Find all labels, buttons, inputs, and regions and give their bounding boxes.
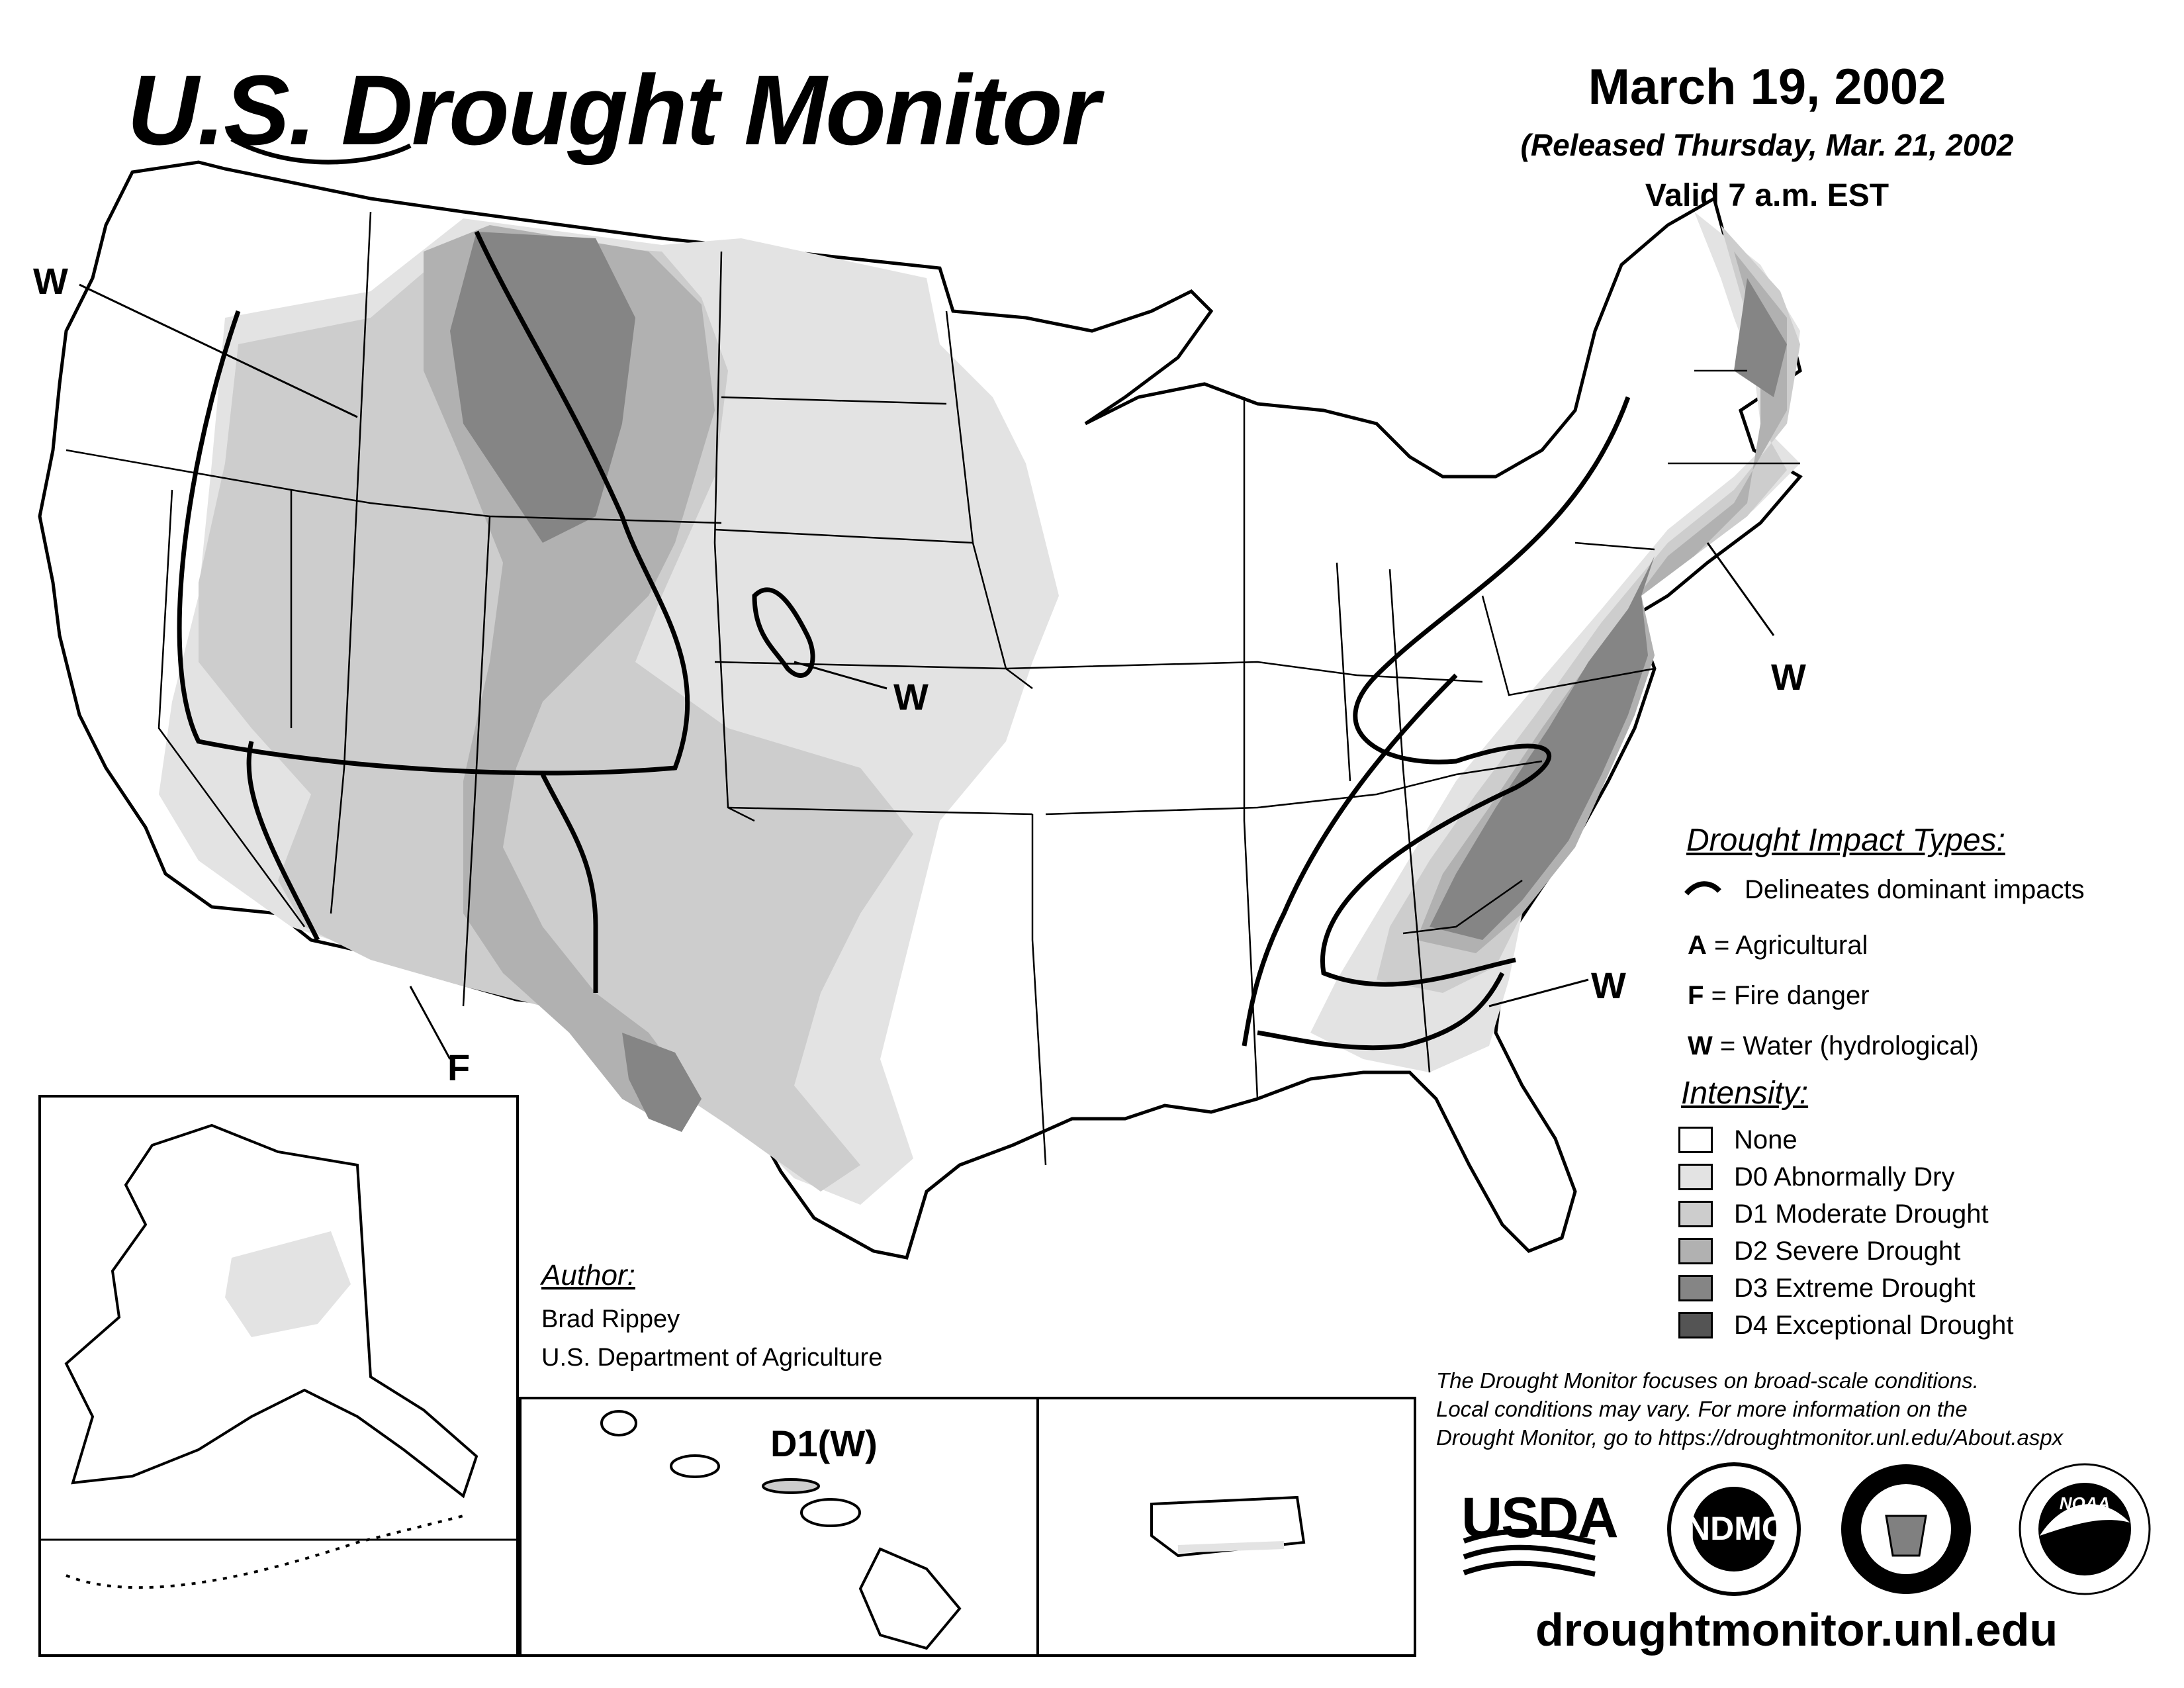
intensity-swatch — [1678, 1201, 1713, 1227]
intensity-swatch — [1678, 1164, 1713, 1190]
agri-key: A — [1688, 931, 1707, 960]
noaa-logo — [2019, 1463, 2151, 1595]
d3-montana — [450, 232, 635, 543]
noaa-logo-text: NOAA — [2059, 1493, 2111, 1513]
website-url[interactable]: droughtmonitor.unl.edu — [1535, 1604, 2058, 1656]
water-text: = Water (hydrological) — [1719, 1031, 1979, 1060]
impact-legend-fire: F = Fire danger — [1688, 981, 1870, 1011]
map-date: March 19, 2002 — [1588, 59, 1946, 115]
label-w-nebraska: W — [893, 676, 929, 718]
state-boundaries — [66, 211, 1800, 1166]
label-w-southeast: W — [1591, 964, 1626, 1006]
agri-text: = Agricultural — [1714, 931, 1868, 960]
author-org: U.S. Department of Agriculture — [541, 1344, 883, 1372]
d3-texas — [622, 1033, 702, 1132]
intensity-legend-title: Intensity: — [1681, 1076, 1809, 1111]
author-title: Author: — [541, 1259, 635, 1291]
impact-legend-agricultural: A = Agricultural — [1688, 931, 1868, 961]
alaska-d0 — [225, 1231, 351, 1337]
intensity-label: D2 Severe Drought — [1734, 1237, 1961, 1266]
d2-east — [1416, 252, 1787, 953]
note-line-2: Local conditions may vary. For more info… — [1436, 1397, 1968, 1421]
fire-text: = Fire danger — [1711, 981, 1870, 1010]
intensity-swatch — [1678, 1127, 1713, 1153]
label-f-southwest: F — [447, 1047, 471, 1088]
label-w-northeast: W — [1771, 656, 1806, 698]
impact-line-key — [1684, 881, 1721, 896]
leader-lines — [79, 283, 1775, 1484]
d3-east — [1430, 278, 1787, 940]
intensity-label: D0 Abnormally Dry — [1734, 1162, 1955, 1192]
intensity-swatch — [1678, 1312, 1713, 1338]
doc-seal-logo — [1841, 1464, 1971, 1594]
note-line-1: The Drought Monitor focuses on broad-sca… — [1436, 1368, 1979, 1393]
intensity-swatch — [1678, 1275, 1713, 1301]
impact-lines — [177, 136, 1631, 1051]
d1-west — [199, 238, 913, 1192]
impact-legend-delineates: Delineates dominant impacts — [1745, 875, 2085, 904]
note-line-3: Drought Monitor, go to https://droughtmo… — [1436, 1425, 2064, 1450]
intensity-label: D4 Exceptional Drought — [1734, 1311, 2014, 1340]
drought-regions — [159, 212, 1800, 1205]
intensity-label: D3 Extreme Drought — [1734, 1274, 1976, 1303]
impact-legend-title: Drought Impact Types: — [1686, 823, 2005, 858]
d1-east — [1377, 225, 1800, 993]
ndmc-logo-text: NDMC — [1686, 1510, 1786, 1547]
valid-time: Valid 7 a.m. EST — [1645, 178, 1889, 213]
release-date: (Released Thursday, Mar. 21, 2002 — [1520, 128, 2014, 162]
impact-legend-water: W = Water (hydrological) — [1688, 1031, 1979, 1061]
intensity-swatch — [1678, 1238, 1713, 1264]
water-key: W — [1688, 1031, 1713, 1060]
ndmc-logo — [1667, 1462, 1801, 1596]
disclaimer-note: The Drought Monitor focuses on broad-sca… — [1436, 1366, 2171, 1452]
usda-logo-text: USDA — [1461, 1486, 1619, 1550]
label-w-northwest: W — [33, 260, 68, 302]
hawaii-islands — [600, 1410, 962, 1650]
label-hawaii: D1(W) — [770, 1423, 878, 1464]
author-name: Brad Rippey — [541, 1305, 680, 1333]
intensity-label: D1 Moderate Drought — [1734, 1199, 1989, 1229]
page-title: U.S. Drought Monitor — [127, 54, 1100, 165]
intensity-label: None — [1734, 1125, 1797, 1154]
usda-logo — [1463, 1528, 1596, 1577]
fire-key: F — [1688, 981, 1704, 1010]
